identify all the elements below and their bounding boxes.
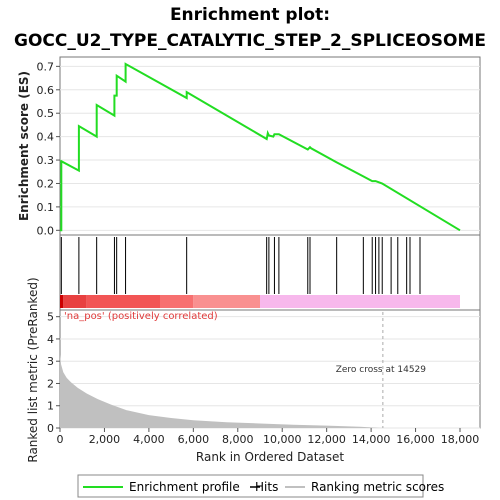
rank-ytick-label: 2 [47, 377, 54, 390]
x-tick-label: 8,000 [222, 433, 254, 446]
rank-ytick-label: 5 [47, 311, 54, 324]
rank-ytick-label: 0 [47, 422, 54, 435]
x-tick-label: 14,000 [352, 433, 391, 446]
x-tick-label: 12,000 [307, 433, 346, 446]
heatmap-segment [193, 295, 260, 308]
x-axis-label: Rank in Ordered Dataset [196, 450, 344, 464]
es-panel [59, 56, 481, 236]
es-ytick-label: 0.7 [37, 60, 55, 73]
rank-ytick-label: 3 [47, 355, 54, 368]
x-tick-label: 16,000 [396, 433, 435, 446]
heatmap-segment [86, 295, 160, 308]
rank-ytick-label: 4 [47, 333, 54, 346]
x-tick-label: 0 [57, 433, 64, 446]
legend-ranking-metric-scores: Ranking metric scores [311, 480, 444, 494]
x-tick-label: 6,000 [178, 433, 210, 446]
zero-cross-label: Zero cross at 14529 [336, 365, 427, 375]
x-tick-label: 10,000 [263, 433, 302, 446]
legend-hits: Hits [255, 480, 278, 494]
x-tick-label: 2,000 [89, 433, 121, 446]
ranking-metric-area [60, 354, 460, 428]
rank-panel [59, 309, 481, 429]
es-ytick-label: 0.4 [37, 131, 55, 144]
legend-enrichment-profile: Enrichment profile [129, 480, 240, 494]
heatmap-segment [60, 295, 64, 308]
positive-correlation-label: 'na_pos' (positively correlated) [64, 311, 218, 322]
heatmap-segment [63, 295, 87, 308]
enrichment-profile-line [60, 62, 461, 232]
x-tick-label: 18,000 [441, 433, 480, 446]
es-ytick-label: 0.3 [37, 154, 55, 167]
es-ytick-label: 0.1 [37, 201, 55, 214]
heatmap-segment [160, 295, 194, 308]
es-ylabel: Enrichment score (ES) [17, 71, 31, 221]
es-ytick-label: 0.5 [37, 107, 55, 120]
chart-title-line2: GOCC_U2_TYPE_CATALYTIC_STEP_2_SPLICEOSOM… [14, 31, 486, 51]
legend-box [77, 474, 424, 498]
rank-ytick-label: 1 [47, 400, 54, 413]
es-ytick-label: 0.2 [37, 177, 55, 190]
chart-title-line1: Enrichment plot: [170, 5, 330, 25]
x-tick-label: 4,000 [133, 433, 165, 446]
rank-ylabel: Ranked list metric (PreRanked) [26, 277, 40, 462]
es-ytick-label: 0.0 [37, 224, 55, 237]
es-ytick-label: 0.6 [37, 84, 55, 97]
heatmap-segment [260, 295, 460, 308]
